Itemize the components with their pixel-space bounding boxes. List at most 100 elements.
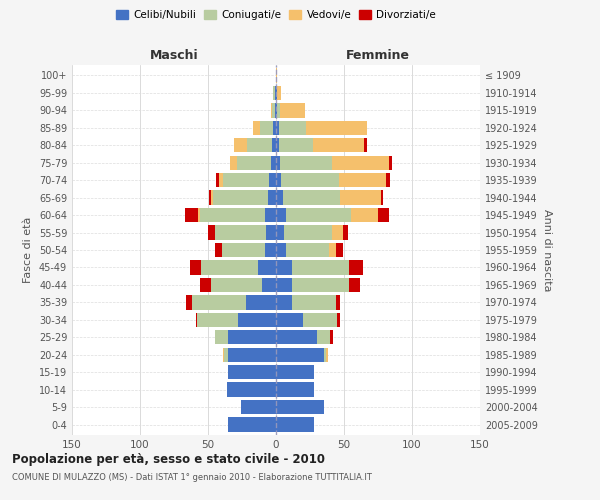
Bar (238, 312, 276, 327)
Bar (269, 173, 276, 188)
Bar (313, 138, 364, 152)
Bar (236, 156, 271, 170)
Y-axis label: Fasce di età: Fasce di età (23, 217, 33, 283)
Bar (223, 173, 269, 188)
Bar (185, 208, 199, 222)
Y-axis label: Anni di nascita: Anni di nascita (542, 209, 551, 291)
Bar (266, 226, 276, 239)
Bar (340, 190, 381, 205)
Bar (338, 173, 386, 188)
Bar (281, 173, 338, 188)
Bar (276, 400, 323, 414)
Bar (229, 365, 276, 380)
Bar (276, 103, 277, 118)
Bar (211, 278, 262, 292)
Bar (271, 156, 276, 170)
Bar (219, 173, 223, 188)
Bar (276, 156, 280, 170)
Bar (253, 120, 260, 135)
Bar (275, 86, 276, 100)
Bar (351, 208, 378, 222)
Bar (190, 260, 201, 274)
Bar (209, 190, 211, 205)
Bar (280, 156, 332, 170)
Bar (326, 348, 328, 362)
Bar (332, 156, 389, 170)
Bar (317, 330, 331, 344)
Bar (214, 190, 268, 205)
Text: COMUNE DI MULAZZO (MS) - Dati ISTAT 1° gennaio 2010 - Elaborazione TUTTITALIA.IT: COMUNE DI MULAZZO (MS) - Dati ISTAT 1° g… (12, 472, 372, 482)
Bar (186, 295, 191, 310)
Bar (336, 243, 343, 257)
Bar (276, 138, 279, 152)
Bar (277, 103, 280, 118)
Bar (229, 330, 276, 344)
Bar (292, 260, 349, 274)
Bar (331, 330, 333, 344)
Bar (276, 226, 284, 239)
Bar (268, 190, 276, 205)
Bar (276, 382, 314, 397)
Bar (272, 138, 276, 152)
Bar (234, 138, 247, 152)
Bar (276, 295, 292, 310)
Bar (381, 190, 383, 205)
Bar (292, 295, 336, 310)
Bar (276, 260, 292, 274)
Bar (276, 173, 281, 188)
Bar (273, 86, 275, 100)
Bar (246, 295, 276, 310)
Bar (386, 173, 390, 188)
Bar (215, 226, 266, 239)
Text: Popolazione per età, sesso e stato civile - 2010: Popolazione per età, sesso e stato civil… (12, 452, 325, 466)
Bar (265, 243, 276, 257)
Bar (292, 278, 349, 292)
Bar (199, 208, 200, 222)
Bar (276, 243, 286, 257)
Bar (241, 400, 276, 414)
Bar (221, 243, 265, 257)
Text: Maschi: Maschi (149, 48, 199, 62)
Bar (230, 156, 236, 170)
Bar (227, 382, 276, 397)
Bar (224, 348, 229, 362)
Bar (215, 243, 221, 257)
Bar (389, 156, 392, 170)
Bar (272, 103, 275, 118)
Bar (286, 208, 351, 222)
Bar (229, 418, 276, 432)
Bar (276, 365, 314, 380)
Bar (276, 120, 279, 135)
Bar (323, 348, 326, 362)
Bar (276, 190, 283, 205)
Bar (349, 278, 361, 292)
Bar (276, 312, 303, 327)
Bar (337, 312, 340, 327)
Bar (378, 208, 389, 222)
Bar (211, 190, 214, 205)
Bar (329, 243, 336, 257)
Bar (201, 260, 259, 274)
Bar (259, 260, 276, 274)
Bar (197, 312, 238, 327)
Text: Femmine: Femmine (346, 48, 410, 62)
Bar (336, 295, 340, 310)
Bar (200, 278, 211, 292)
Bar (275, 103, 276, 118)
Bar (284, 226, 332, 239)
Bar (191, 295, 246, 310)
Bar (276, 86, 277, 100)
Bar (260, 120, 273, 135)
Bar (196, 312, 197, 327)
Bar (283, 190, 340, 205)
Bar (349, 260, 363, 274)
Bar (215, 330, 229, 344)
Bar (265, 208, 276, 222)
Bar (276, 208, 286, 222)
Bar (262, 278, 276, 292)
Bar (276, 278, 292, 292)
Bar (279, 120, 306, 135)
Bar (303, 312, 337, 327)
Bar (200, 208, 265, 222)
Bar (223, 348, 224, 362)
